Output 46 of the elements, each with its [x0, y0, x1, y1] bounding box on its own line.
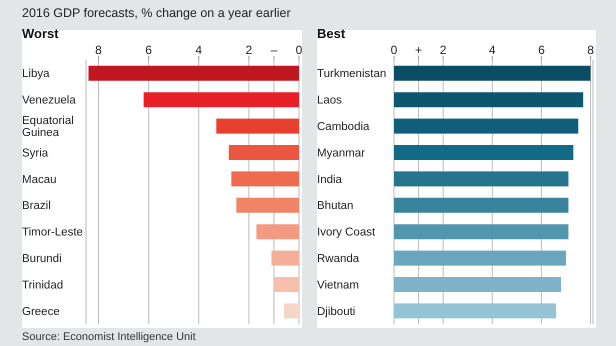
y-tick-label: Timor-Leste — [22, 226, 83, 239]
x-tick-label: – — [270, 43, 278, 57]
bar — [394, 224, 568, 240]
x-tick-label: 0 — [390, 43, 398, 57]
chart-title: Worst — [22, 26, 59, 41]
x-tick-label: 0 — [296, 43, 303, 57]
y-tick-label: Syria — [22, 147, 49, 160]
y-tick-label: Libya — [22, 68, 50, 80]
y-tick-label: India — [317, 174, 343, 186]
bar — [394, 250, 566, 266]
y-tick-label: Laos — [317, 94, 342, 107]
chart-subtitle: 2016 GDP forecasts, % change on a year earlier — [22, 6, 291, 20]
bar — [394, 277, 562, 292]
x-tick-label: 2 — [246, 43, 253, 57]
bar — [394, 66, 591, 81]
y-tick-label: Trinidad — [22, 279, 64, 292]
y-tick-label: Rwanda — [317, 253, 360, 265]
y-tick-label: Greece — [22, 306, 60, 318]
y-tick-label: Equatorial Guinea — [22, 115, 74, 139]
y-tick-label: Burundi — [22, 253, 62, 265]
y-tick-label: Djibouti — [317, 306, 356, 318]
x-tick-label: + — [415, 43, 422, 57]
x-tick-label: 8 — [587, 43, 594, 57]
y-tick-label: Cambodia — [317, 121, 370, 133]
bar — [394, 145, 574, 160]
x-tick-label: 4 — [488, 43, 496, 57]
source-note: Source: Economist Intelligence Unit — [22, 331, 196, 343]
chart-title: Best — [317, 26, 346, 41]
y-tick-label: Myanmar — [317, 147, 366, 160]
x-tick-label: 6 — [145, 43, 152, 57]
x-tick-label: 8 — [95, 43, 102, 57]
bar — [394, 303, 556, 318]
y-tick-label: Brazil — [22, 200, 51, 212]
y-tick-label: Turkmenistan — [317, 68, 386, 80]
y-tick-label: Ivory Coast — [317, 226, 376, 239]
bar — [394, 171, 568, 186]
x-tick-label: 2 — [440, 43, 447, 57]
y-tick-label: Venezuela — [22, 94, 76, 107]
y-tick-label: Bhutan — [317, 200, 354, 212]
x-tick-label: 4 — [195, 43, 202, 57]
x-tick-label: 6 — [538, 43, 546, 57]
y-tick-label: Vietnam — [317, 279, 359, 292]
bar — [394, 118, 578, 134]
y-tick-label: Macau — [22, 174, 57, 186]
bar — [394, 198, 568, 213]
bar — [394, 92, 584, 108]
